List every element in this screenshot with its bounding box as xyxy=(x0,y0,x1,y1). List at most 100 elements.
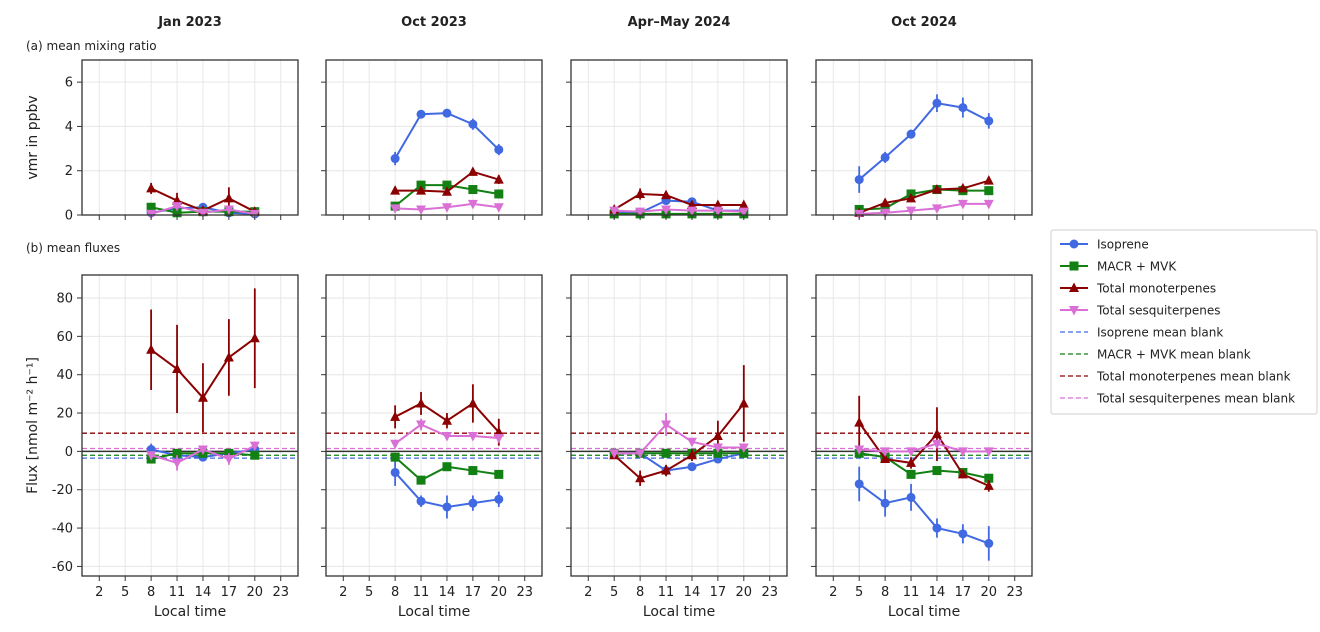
data-point-isoprene xyxy=(906,129,916,139)
data-point-macr_mvk xyxy=(442,180,452,190)
data-point-monoterpenes xyxy=(661,189,672,200)
legend-swatch-marker xyxy=(1069,261,1079,271)
x-tick-label: 2 xyxy=(829,585,837,600)
data-point-sesquiterpenes xyxy=(957,199,968,210)
x-tick-label: 11 xyxy=(169,585,186,600)
data-point-sesquiterpenes xyxy=(661,420,672,431)
data-point-monoterpenes xyxy=(957,182,968,193)
data-point-isoprene xyxy=(906,492,916,502)
panel-1-1: 2 5 8 11 14 17 20 23 Local time xyxy=(321,274,543,620)
data-point-monoterpenes xyxy=(957,468,968,479)
data-point-sesquiterpenes xyxy=(931,204,942,214)
data-point-monoterpenes xyxy=(493,426,504,437)
series-line-sesquiterpenes xyxy=(614,423,744,455)
data-point-sesquiterpenes xyxy=(249,441,260,452)
panel-frame xyxy=(325,59,543,216)
data-point-macr_mvk xyxy=(442,462,452,472)
x-tick-label: 14 xyxy=(195,585,212,600)
data-point-isoprene xyxy=(984,116,994,126)
y-tick-label: 40 xyxy=(56,368,73,383)
x-tick-label: 8 xyxy=(147,585,155,600)
legend-box xyxy=(1050,229,1318,415)
data-point-monoterpenes xyxy=(249,332,260,343)
data-point-sesquiterpenes xyxy=(686,206,697,217)
y-tick-label: 4 xyxy=(65,120,73,135)
x-tick-label: 23 xyxy=(272,585,289,600)
x-tick-label: 17 xyxy=(955,585,972,600)
data-point-macr_mvk xyxy=(172,208,182,218)
panel-frame xyxy=(815,274,1033,577)
series-line-macr_mvk xyxy=(859,452,990,480)
data-point-sesquiterpenes xyxy=(609,206,620,217)
legend-label: Total sesquiterpenes mean blank xyxy=(1096,392,1295,406)
data-point-sesquiterpenes xyxy=(983,199,994,210)
legend-item: Total monoterpenes mean blank xyxy=(1060,370,1291,384)
data-point-sesquiterpenes xyxy=(906,206,917,217)
data-point-isoprene xyxy=(468,119,478,129)
x-tick-label: 5 xyxy=(121,585,129,600)
series-line-monoterpenes xyxy=(613,192,744,211)
data-point-sesquiterpenes xyxy=(416,420,427,431)
data-point-sesquiterpenes xyxy=(983,447,994,457)
data-point-isoprene xyxy=(442,108,452,118)
data-point-sesquiterpenes xyxy=(493,433,504,444)
data-point-monoterpenes xyxy=(416,397,427,408)
y-tick-label: -40 xyxy=(52,522,73,537)
x-tick-label: 23 xyxy=(1006,585,1023,600)
data-point-sesquiterpenes xyxy=(223,205,234,215)
data-point-sesquiterpenes xyxy=(172,458,183,469)
data-point-monoterpenes xyxy=(738,397,749,408)
data-point-sesquiterpenes xyxy=(441,203,452,213)
data-point-monoterpenes xyxy=(880,197,891,207)
data-point-monoterpenes xyxy=(146,344,157,354)
data-point-sesquiterpenes xyxy=(609,449,620,459)
row-b-label: (b) mean fluxes xyxy=(26,241,120,255)
x-axis-label: Local time xyxy=(643,604,715,620)
data-point-sesquiterpenes xyxy=(931,439,942,450)
data-point-macr_mvk xyxy=(739,448,749,458)
data-point-monoterpenes xyxy=(223,351,234,362)
data-point-macr_mvk xyxy=(146,202,156,212)
legend-swatch-marker xyxy=(1069,282,1079,292)
x-tick-label: 17 xyxy=(710,585,727,600)
x-axis-label: Local time xyxy=(888,604,960,620)
series-line-monoterpenes xyxy=(613,402,745,480)
series-line-isoprene xyxy=(858,483,990,545)
panel-0-2 xyxy=(566,59,788,220)
y-tick-label: -20 xyxy=(52,483,73,498)
legend-label: MACR + MVK xyxy=(1097,260,1177,274)
panel-frame xyxy=(81,59,299,216)
data-point-monoterpenes xyxy=(880,453,891,464)
data-point-sesquiterpenes xyxy=(223,455,234,465)
x-tick-label: 20 xyxy=(247,585,264,600)
legend-item: MACR + MVK mean blank xyxy=(1060,348,1251,362)
y-tick-label: 2 xyxy=(65,164,73,179)
data-point-monoterpenes xyxy=(172,363,183,373)
panel-frame xyxy=(570,274,788,577)
panel-frame xyxy=(815,59,1033,216)
data-point-isoprene xyxy=(468,498,478,508)
data-point-isoprene xyxy=(442,502,452,512)
x-tick-label: 2 xyxy=(95,585,103,600)
series-line-monoterpenes xyxy=(858,179,990,214)
y-tick-label: 60 xyxy=(56,330,73,345)
data-point-monoterpenes xyxy=(416,185,427,195)
x-tick-label: 17 xyxy=(465,585,482,600)
y-tick-label: 6 xyxy=(65,76,73,91)
data-point-monoterpenes xyxy=(441,186,452,196)
data-point-isoprene xyxy=(390,154,400,164)
data-point-monoterpenes xyxy=(906,192,917,203)
data-point-sesquiterpenes xyxy=(390,439,401,450)
legend-item: Total sesquiterpenes mean blank xyxy=(1060,392,1295,406)
data-point-sesquiterpenes xyxy=(146,451,157,461)
x-tick-label: 2 xyxy=(584,585,592,600)
series-line-sesquiterpenes xyxy=(859,442,989,453)
x-tick-label: 20 xyxy=(491,585,508,600)
data-point-macr_mvk xyxy=(416,475,426,485)
data-point-sesquiterpenes xyxy=(197,445,208,455)
x-tick-label: 11 xyxy=(658,585,675,600)
data-point-sesquiterpenes xyxy=(467,199,478,210)
data-point-sesquiterpenes xyxy=(880,208,891,219)
data-point-sesquiterpenes xyxy=(738,443,749,454)
y-axis-label: Flux [nmol m⁻² h⁻¹] xyxy=(25,357,41,494)
